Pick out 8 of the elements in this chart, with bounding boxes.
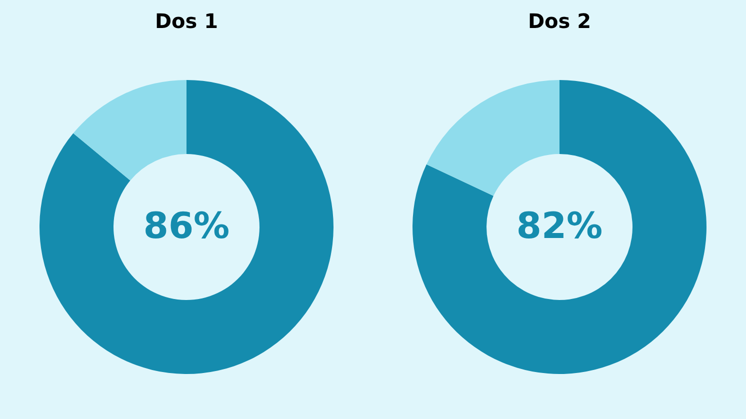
- chart-title: Dos 2: [528, 9, 592, 33]
- donut-slice: [426, 80, 560, 196]
- donut-slice: [412, 80, 706, 374]
- data-label: 82%: [516, 206, 603, 247]
- donut-slice: [73, 80, 186, 180]
- chart-title: Dos 1: [154, 9, 218, 33]
- donut-slice: [40, 80, 334, 374]
- data-label: 86%: [143, 206, 230, 247]
